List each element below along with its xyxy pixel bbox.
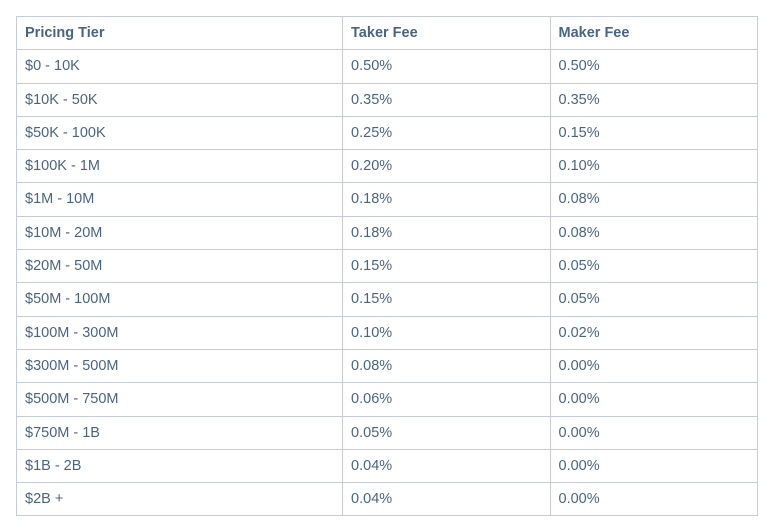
cell-pricing-tier: $100M - 300M — [17, 316, 343, 349]
table-row: $10M - 20M0.18%0.08% — [17, 216, 758, 249]
cell-taker-fee: 0.18% — [343, 183, 550, 216]
cell-taker-fee: 0.50% — [343, 50, 550, 83]
cell-pricing-tier: $0 - 10K — [17, 50, 343, 83]
table-row: $20M - 50M0.15%0.05% — [17, 250, 758, 283]
cell-pricing-tier: $10K - 50K — [17, 83, 343, 116]
cell-pricing-tier: $50K - 100K — [17, 116, 343, 149]
table-header-row: Pricing Tier Taker Fee Maker Fee — [17, 17, 758, 50]
table-row: $100M - 300M0.10%0.02% — [17, 316, 758, 349]
table-row: $10K - 50K0.35%0.35% — [17, 83, 758, 116]
cell-maker-fee: 0.35% — [550, 83, 758, 116]
cell-pricing-tier: $100K - 1M — [17, 150, 343, 183]
cell-taker-fee: 0.35% — [343, 83, 550, 116]
cell-pricing-tier: $300M - 500M — [17, 349, 343, 382]
pricing-table: Pricing Tier Taker Fee Maker Fee $0 - 10… — [16, 16, 758, 516]
cell-pricing-tier: $50M - 100M — [17, 283, 343, 316]
cell-pricing-tier: $750M - 1B — [17, 416, 343, 449]
cell-taker-fee: 0.04% — [343, 449, 550, 482]
cell-maker-fee: 0.05% — [550, 283, 758, 316]
cell-taker-fee: 0.10% — [343, 316, 550, 349]
cell-taker-fee: 0.18% — [343, 216, 550, 249]
table-row: $50K - 100K0.25%0.15% — [17, 116, 758, 149]
table-row: $100K - 1M0.20%0.10% — [17, 150, 758, 183]
cell-taker-fee: 0.15% — [343, 283, 550, 316]
cell-taker-fee: 0.15% — [343, 250, 550, 283]
cell-taker-fee: 0.25% — [343, 116, 550, 149]
cell-maker-fee: 0.10% — [550, 150, 758, 183]
cell-maker-fee: 0.02% — [550, 316, 758, 349]
table-row: $2B +0.04%0.00% — [17, 483, 758, 516]
cell-pricing-tier: $1B - 2B — [17, 449, 343, 482]
table-row: $50M - 100M0.15%0.05% — [17, 283, 758, 316]
cell-maker-fee: 0.00% — [550, 483, 758, 516]
cell-maker-fee: 0.00% — [550, 383, 758, 416]
table-row: $500M - 750M0.06%0.00% — [17, 383, 758, 416]
column-header-taker-fee: Taker Fee — [343, 17, 550, 50]
cell-maker-fee: 0.08% — [550, 216, 758, 249]
pricing-table-head: Pricing Tier Taker Fee Maker Fee — [17, 17, 758, 50]
table-row: $750M - 1B0.05%0.00% — [17, 416, 758, 449]
table-row: $300M - 500M0.08%0.00% — [17, 349, 758, 382]
cell-taker-fee: 0.20% — [343, 150, 550, 183]
cell-pricing-tier: $2B + — [17, 483, 343, 516]
cell-maker-fee: 0.08% — [550, 183, 758, 216]
column-header-pricing-tier: Pricing Tier — [17, 17, 343, 50]
table-row: $1M - 10M0.18%0.08% — [17, 183, 758, 216]
cell-maker-fee: 0.15% — [550, 116, 758, 149]
cell-pricing-tier: $20M - 50M — [17, 250, 343, 283]
cell-maker-fee: 0.00% — [550, 349, 758, 382]
cell-maker-fee: 0.00% — [550, 416, 758, 449]
table-row: $1B - 2B0.04%0.00% — [17, 449, 758, 482]
cell-maker-fee: 0.50% — [550, 50, 758, 83]
cell-pricing-tier: $10M - 20M — [17, 216, 343, 249]
cell-taker-fee: 0.04% — [343, 483, 550, 516]
table-row: $0 - 10K0.50%0.50% — [17, 50, 758, 83]
cell-maker-fee: 0.00% — [550, 449, 758, 482]
cell-taker-fee: 0.08% — [343, 349, 550, 382]
column-header-maker-fee: Maker Fee — [550, 17, 758, 50]
cell-maker-fee: 0.05% — [550, 250, 758, 283]
pricing-table-body: $0 - 10K0.50%0.50%$10K - 50K0.35%0.35%$5… — [17, 50, 758, 516]
cell-taker-fee: 0.05% — [343, 416, 550, 449]
cell-pricing-tier: $1M - 10M — [17, 183, 343, 216]
cell-taker-fee: 0.06% — [343, 383, 550, 416]
cell-pricing-tier: $500M - 750M — [17, 383, 343, 416]
